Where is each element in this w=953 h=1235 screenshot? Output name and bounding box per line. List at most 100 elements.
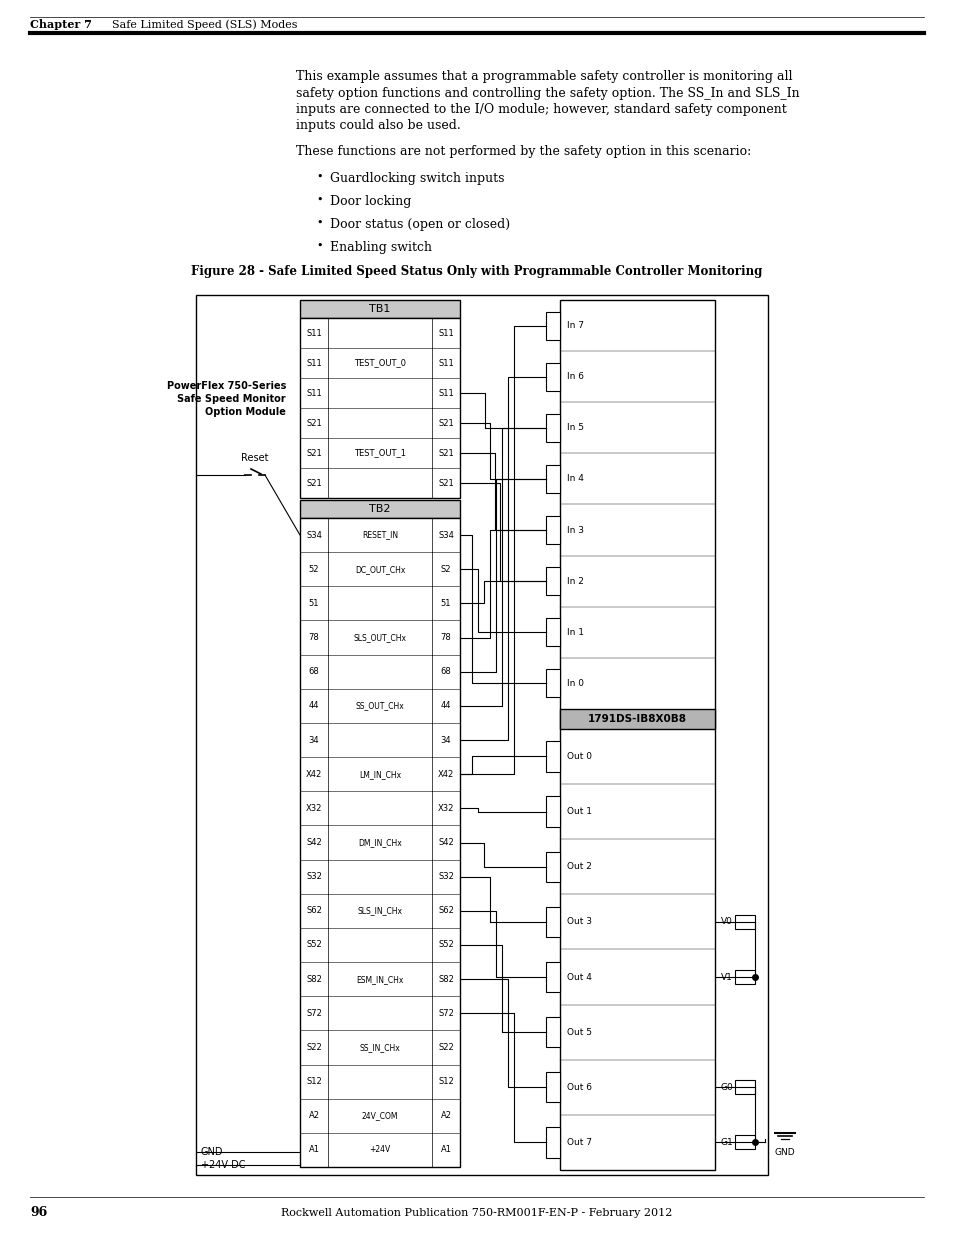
Text: S11: S11: [437, 329, 454, 337]
Bar: [545, 852, 559, 882]
Text: S21: S21: [437, 448, 454, 457]
Text: TB2: TB2: [369, 504, 391, 514]
Text: S72: S72: [306, 1009, 321, 1018]
Text: In 7: In 7: [566, 321, 583, 330]
Bar: [545, 962, 559, 992]
Bar: [545, 1072, 559, 1103]
Text: Option Module: Option Module: [205, 408, 286, 417]
Text: Out 3: Out 3: [566, 918, 592, 926]
Text: 78: 78: [440, 634, 451, 642]
Text: X42: X42: [437, 769, 454, 779]
Text: 34: 34: [440, 736, 451, 745]
Text: 68: 68: [309, 667, 319, 677]
Bar: [545, 363, 559, 390]
Bar: [299, 300, 459, 317]
Text: A2: A2: [440, 1112, 451, 1120]
Text: GND: GND: [201, 1147, 223, 1157]
Text: S21: S21: [306, 448, 321, 457]
Text: In 2: In 2: [566, 577, 583, 585]
Text: A1: A1: [440, 1145, 451, 1155]
Text: S12: S12: [306, 1077, 321, 1086]
Bar: [299, 317, 459, 498]
Bar: [559, 300, 714, 1170]
Text: +24V DC: +24V DC: [201, 1160, 245, 1170]
Bar: [545, 1128, 559, 1157]
Text: S22: S22: [306, 1042, 321, 1052]
Bar: [545, 464, 559, 493]
Text: S2: S2: [440, 564, 451, 574]
Text: S21: S21: [306, 419, 321, 427]
Text: •: •: [315, 219, 322, 228]
Text: Chapter 7: Chapter 7: [30, 20, 91, 31]
Text: •: •: [315, 172, 322, 182]
Text: S42: S42: [306, 839, 321, 847]
Text: •: •: [315, 195, 322, 205]
Text: In 6: In 6: [566, 372, 583, 382]
Text: DC_OUT_CHx: DC_OUT_CHx: [355, 564, 405, 574]
Bar: [545, 567, 559, 595]
Text: S12: S12: [437, 1077, 454, 1086]
Text: G1: G1: [720, 1137, 733, 1147]
Text: S22: S22: [437, 1042, 454, 1052]
Text: PowerFlex 750-Series: PowerFlex 750-Series: [167, 382, 286, 391]
Text: ESM_IN_CHx: ESM_IN_CHx: [355, 974, 403, 983]
Text: S11: S11: [306, 358, 321, 368]
Text: S11: S11: [306, 389, 321, 398]
Text: 78: 78: [309, 634, 319, 642]
Text: TB1: TB1: [369, 304, 391, 314]
Text: •: •: [315, 241, 322, 251]
Text: +24V: +24V: [369, 1145, 390, 1155]
Text: S34: S34: [437, 531, 454, 540]
Text: In 3: In 3: [566, 526, 583, 535]
Text: 1791DS-IB8X0B8: 1791DS-IB8X0B8: [587, 714, 686, 724]
Text: Door locking: Door locking: [330, 195, 411, 207]
Text: S34: S34: [306, 531, 321, 540]
Text: S52: S52: [437, 941, 454, 950]
Text: Safe Speed Monitor: Safe Speed Monitor: [177, 394, 286, 404]
Bar: [545, 797, 559, 826]
Bar: [545, 741, 559, 772]
Text: S21: S21: [437, 419, 454, 427]
Text: 44: 44: [440, 701, 451, 710]
Text: safety option functions and controlling the safety option. The SS_In and SLS_In: safety option functions and controlling …: [295, 86, 799, 100]
Text: Out 0: Out 0: [566, 752, 592, 761]
Text: A2: A2: [308, 1112, 319, 1120]
Text: S82: S82: [437, 974, 454, 983]
Text: V0: V0: [720, 918, 732, 926]
Text: S32: S32: [437, 872, 454, 881]
Bar: [195, 295, 767, 1174]
Bar: [545, 669, 559, 698]
Bar: [545, 414, 559, 442]
Text: S11: S11: [437, 389, 454, 398]
Text: SS_OUT_CHx: SS_OUT_CHx: [355, 701, 404, 710]
Text: S11: S11: [437, 358, 454, 368]
Text: Door status (open or closed): Door status (open or closed): [330, 219, 510, 231]
Text: 51: 51: [309, 599, 319, 608]
Bar: [734, 915, 754, 929]
Bar: [299, 500, 459, 517]
Bar: [545, 311, 559, 340]
Text: 51: 51: [440, 599, 451, 608]
Text: Out 7: Out 7: [566, 1137, 592, 1147]
Bar: [545, 619, 559, 646]
Text: This example assumes that a programmable safety controller is monitoring all: This example assumes that a programmable…: [295, 70, 792, 83]
Text: TEST_OUT_1: TEST_OUT_1: [354, 448, 406, 457]
Text: V1: V1: [720, 972, 732, 982]
Text: Enabling switch: Enabling switch: [330, 241, 432, 254]
Text: GND: GND: [774, 1149, 795, 1157]
Text: Out 4: Out 4: [566, 972, 591, 982]
Text: inputs are connected to the I/O module; however, standard safety component: inputs are connected to the I/O module; …: [295, 103, 786, 116]
Text: SS_IN_CHx: SS_IN_CHx: [359, 1042, 400, 1052]
Text: S52: S52: [306, 941, 321, 950]
Text: LM_IN_CHx: LM_IN_CHx: [358, 769, 400, 779]
Bar: [545, 1016, 559, 1047]
Text: DM_IN_CHx: DM_IN_CHx: [357, 839, 401, 847]
Text: 44: 44: [309, 701, 319, 710]
Text: Guardlocking switch inputs: Guardlocking switch inputs: [330, 172, 504, 185]
Text: Out 1: Out 1: [566, 808, 592, 816]
Text: 52: 52: [309, 564, 319, 574]
Bar: [734, 1081, 754, 1094]
Text: 34: 34: [309, 736, 319, 745]
Text: Out 5: Out 5: [566, 1028, 592, 1036]
Text: SLS_IN_CHx: SLS_IN_CHx: [357, 906, 402, 915]
